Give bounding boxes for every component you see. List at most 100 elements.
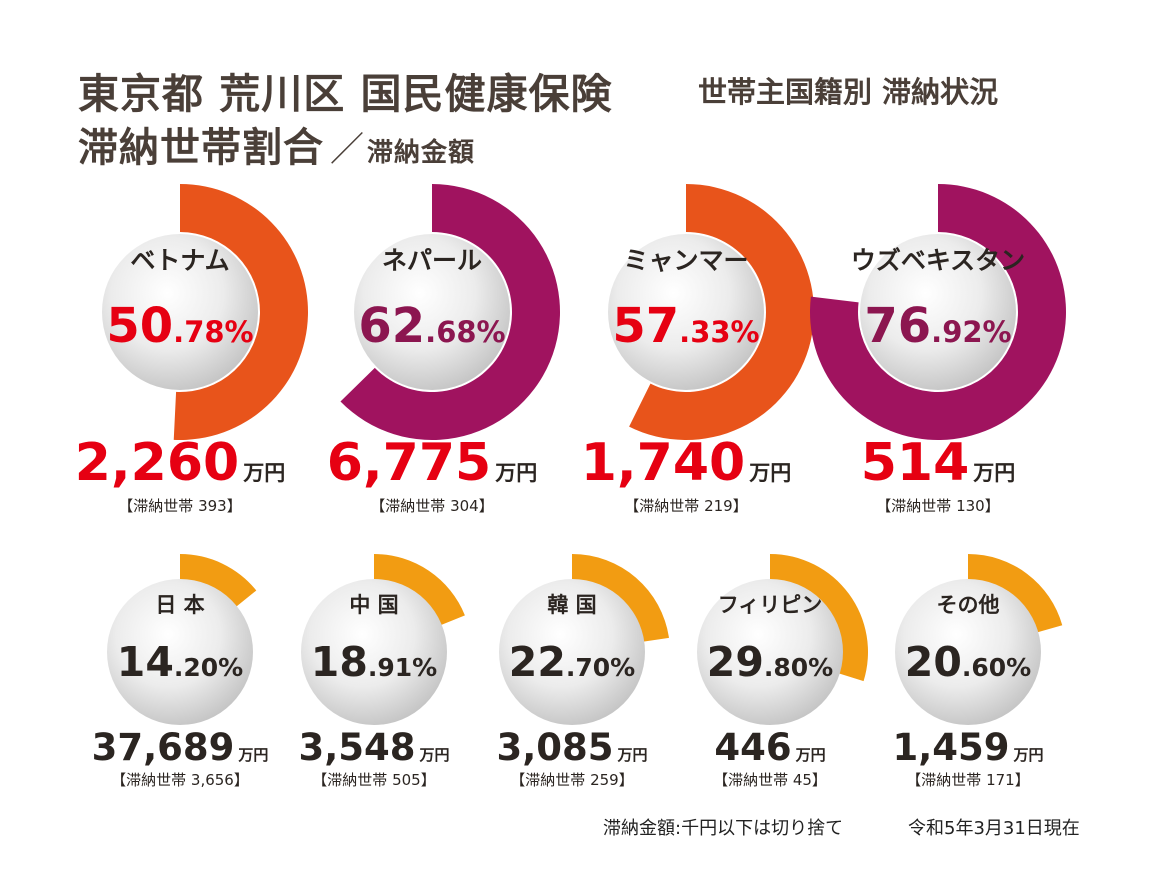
donut-4: ウズベキスタン 76.92% 514 万円【滞納世帯 130】 <box>809 184 1066 515</box>
rate-label: 20.60% <box>905 638 1031 686</box>
amount-unit: 万円 <box>795 746 826 764</box>
rate-decimal: .80% <box>764 653 833 682</box>
amount-label: 514 万円 <box>861 433 1016 493</box>
amount-unit: 万円 <box>237 746 268 764</box>
amount-unit: 万円 <box>617 746 648 764</box>
amount-label: 3,085 万円 <box>496 726 647 769</box>
category-label: ベトナム <box>130 246 229 275</box>
amount-value: 37,689 <box>92 726 235 769</box>
category-label: その他 <box>937 593 1000 617</box>
category-label: 韓 国 <box>547 593 596 617</box>
category-label: ネパール <box>382 246 482 275</box>
rate-integer: 18 <box>311 638 368 686</box>
donut-center-disc <box>354 234 510 390</box>
title-separator: ／ <box>330 130 365 170</box>
donut-segment <box>809 184 1066 440</box>
amount-value: 2,260 <box>75 433 239 493</box>
amount-unit: 万円 <box>494 461 537 485</box>
amount-value: 1,459 <box>892 726 1009 769</box>
rate-integer: 20 <box>905 638 962 686</box>
donut-center-disc <box>499 579 645 725</box>
rate-decimal: .70% <box>566 653 635 682</box>
category-label: ウズベキスタン <box>851 246 1025 275</box>
amount-value: 3,085 <box>496 726 613 769</box>
amount-value: 514 <box>861 433 970 493</box>
rate-label: 14.20% <box>117 638 243 686</box>
rate-label: 76.92% <box>864 298 1011 354</box>
title-amount-label: 滞納金額 <box>367 138 476 168</box>
rate-integer: 50 <box>106 298 173 354</box>
households-label: 【滞納世帯 171】 <box>906 771 1029 789</box>
households-label: 【滞納世帯 259】 <box>510 771 633 789</box>
rate-label: 18.91% <box>311 638 437 686</box>
amount-label: 446 万円 <box>714 726 825 769</box>
donut-segment <box>180 554 257 617</box>
amount-unit: 万円 <box>972 461 1015 485</box>
amount-unit: 万円 <box>242 461 285 485</box>
donut-center-disc <box>895 579 1041 725</box>
donut-center-disc <box>107 579 253 725</box>
amount-unit: 万円 <box>419 746 450 764</box>
households-label: 【滞納世帯 3,656】 <box>111 771 249 789</box>
chart-title-side: 世帯主国籍別 滞納状況 <box>698 75 999 109</box>
donut-center-disc <box>301 579 447 725</box>
rate-integer: 14 <box>117 638 174 686</box>
rate-integer: 57 <box>612 298 679 354</box>
amount-value: 1,740 <box>581 433 745 493</box>
chart-title-line2: 滞納世帯割合 ／滞納金額 <box>78 115 475 173</box>
donut-7: 韓 国 22.70% 3,085 万円【滞納世帯 259】 <box>496 554 669 789</box>
rate-decimal: .78% <box>173 315 253 349</box>
footnote-date: 令和5年3月31日現在 <box>908 818 1080 839</box>
rate-label: 57.33% <box>612 298 759 354</box>
amount-label: 37,689 万円 <box>92 726 269 769</box>
donut-segment <box>340 184 560 441</box>
amount-value: 446 <box>714 726 791 769</box>
donut-2: ネパール 62.68% 6,775 万円【滞納世帯 304】 <box>327 184 560 515</box>
rate-integer: 76 <box>864 298 931 354</box>
donut-6: 中 国 18.91% 3,548 万円【滞納世帯 505】 <box>298 554 465 789</box>
rate-decimal: .92% <box>931 315 1011 349</box>
category-label: ミャンマー <box>623 246 748 275</box>
donut-5: 日 本 14.20% 37,689 万円【滞納世帯 3,656】 <box>92 554 269 789</box>
category-label: フィリピン <box>718 593 823 617</box>
donut-center-disc <box>102 234 258 390</box>
rate-decimal: .91% <box>368 653 437 682</box>
rate-label: 62.68% <box>358 298 505 354</box>
rate-decimal: .20% <box>174 653 243 682</box>
donut-1: ベトナム 50.78% 2,260 万円【滞納世帯 393】 <box>75 184 308 515</box>
chart-title-line1: 東京都 荒川区 国民健康保険 <box>78 70 613 118</box>
donut-segment <box>374 554 465 631</box>
households-label: 【滞納世帯 45】 <box>713 771 827 789</box>
donut-3: ミャンマー 57.33% 1,740 万円【滞納世帯 219】 <box>581 184 814 515</box>
amount-label: 1,740 万円 <box>581 433 791 493</box>
households-label: 【滞納世帯 304】 <box>370 497 493 515</box>
households-label: 【滞納世帯 393】 <box>118 497 241 515</box>
rate-decimal: .33% <box>679 315 759 349</box>
footnote-note: 滞納金額:千円以下は切り捨て <box>603 818 844 839</box>
amount-value: 6,775 <box>327 433 491 493</box>
amount-label: 1,459 万円 <box>892 726 1043 769</box>
category-label: 中 国 <box>349 593 398 617</box>
rate-label: 22.70% <box>509 638 635 686</box>
title-rate-label: 滞納世帯割合 <box>78 125 324 171</box>
donut-center-disc <box>608 234 764 390</box>
amount-unit: 万円 <box>748 461 791 485</box>
category-label: 日 本 <box>155 593 204 617</box>
amount-unit: 万円 <box>1013 746 1044 764</box>
rate-integer: 62 <box>358 298 425 354</box>
donut-segment <box>629 184 814 441</box>
rate-decimal: .68% <box>425 315 505 349</box>
rate-decimal: .60% <box>962 653 1031 682</box>
amount-label: 2,260 万円 <box>75 433 285 493</box>
donut-segment <box>968 554 1063 637</box>
amount-label: 3,548 万円 <box>298 726 449 769</box>
households-label: 【滞納世帯 130】 <box>876 497 999 515</box>
amount-label: 6,775 万円 <box>327 433 537 493</box>
amount-value: 3,548 <box>298 726 415 769</box>
donut-8: フィリピン 29.80% 446 万円【滞納世帯 45】 <box>697 554 868 789</box>
rate-integer: 29 <box>707 638 764 686</box>
donut-9: その他 20.60% 1,459 万円【滞納世帯 171】 <box>892 554 1063 789</box>
donut-segment <box>173 184 308 440</box>
donut-center-disc <box>697 579 843 725</box>
